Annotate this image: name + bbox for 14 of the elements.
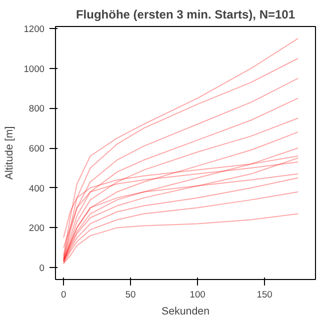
y-axis-title: Altitude [m] <box>4 126 16 180</box>
y-tick-label: 800 <box>28 104 45 114</box>
y-tick-label: 1200 <box>24 24 45 34</box>
y-tick-label: 0 <box>39 263 45 274</box>
x-tick-label: 50 <box>125 290 136 300</box>
x-axis-title: Sekunden <box>162 306 210 318</box>
y-tick-label: 200 <box>28 223 45 234</box>
x-tick-label: 100 <box>190 290 206 300</box>
y-tick-label: 600 <box>28 144 45 154</box>
y-tick-label: 400 <box>28 183 45 194</box>
x-tick-label: 150 <box>256 290 272 300</box>
y-tick-label: 1000 <box>24 64 45 74</box>
x-tick-label: 0 <box>60 290 66 300</box>
chart-title: Flughöhe (ersten 3 min. Starts), N=101 <box>76 8 296 22</box>
